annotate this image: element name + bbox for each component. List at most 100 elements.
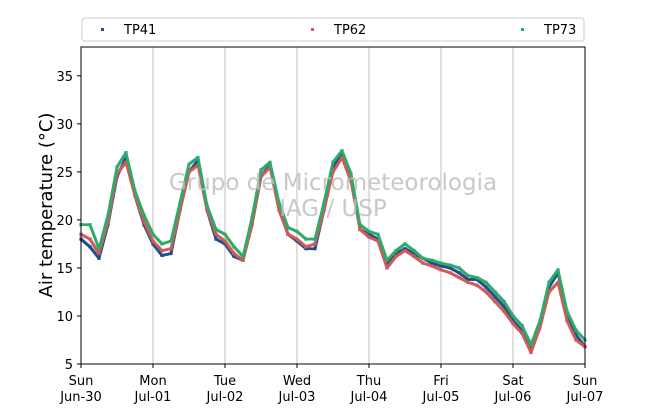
- data-point: [529, 343, 533, 347]
- data-point: [250, 216, 254, 220]
- data-point: [151, 232, 155, 236]
- data-point: [277, 201, 281, 205]
- data-point: [448, 263, 452, 267]
- y-tick-label: 20: [56, 214, 73, 229]
- x-tick-label-day: Sat: [502, 374, 523, 389]
- x-tick-label-date: Jul-01: [134, 390, 172, 405]
- data-point: [196, 163, 200, 167]
- data-point: [367, 229, 371, 234]
- x-tick-label-date: Jun-30: [59, 390, 102, 405]
- data-point: [223, 242, 227, 246]
- data-point: [403, 249, 407, 253]
- data-point: [502, 304, 506, 308]
- data-point: [457, 275, 461, 280]
- data-point: [169, 251, 173, 256]
- data-point: [493, 290, 497, 294]
- data-point: [160, 242, 164, 246]
- data-point: [106, 213, 110, 217]
- data-point: [493, 295, 497, 299]
- data-point: [205, 208, 209, 212]
- data-point: [376, 237, 380, 241]
- y-tick-label: 35: [56, 70, 73, 85]
- x-tick-label-day: Sun: [69, 374, 94, 389]
- data-point: [214, 227, 218, 232]
- data-point: [286, 232, 290, 236]
- data-point: [502, 299, 506, 304]
- data-point: [439, 268, 443, 272]
- data-point: [88, 237, 92, 241]
- x-tick-label-day: Wed: [283, 374, 311, 389]
- legend-marker-tp62: [311, 28, 314, 31]
- y-axis-title: Air temperature (°C): [36, 113, 57, 298]
- data-point: [466, 277, 470, 282]
- data-point: [421, 256, 425, 260]
- data-point: [340, 149, 344, 153]
- data-point: [304, 237, 308, 241]
- data-point: [97, 247, 101, 251]
- data-point: [97, 256, 101, 260]
- data-point: [331, 170, 335, 174]
- data-point: [142, 220, 146, 224]
- data-point: [358, 227, 362, 232]
- data-point: [475, 283, 479, 287]
- data-point: [457, 266, 461, 270]
- data-point: [439, 264, 443, 268]
- data-point: [376, 232, 380, 236]
- data-point: [214, 237, 218, 241]
- data-point: [196, 155, 200, 160]
- data-point: [439, 261, 443, 265]
- data-point: [124, 160, 128, 164]
- legend-box: [81, 17, 585, 42]
- watermark: Grupo de Micrometeorologia IAG / USP: [169, 170, 497, 222]
- x-tick-label-date: Jul-06: [494, 390, 532, 405]
- data-point: [394, 251, 398, 256]
- data-point: [511, 314, 515, 318]
- data-point: [520, 331, 524, 335]
- x-tick-label-day: Thu: [356, 374, 381, 389]
- data-point: [187, 162, 191, 166]
- x-tick-label-date: Jul-04: [350, 390, 388, 405]
- data-point: [412, 249, 416, 253]
- legend-label-tp73: TP73: [543, 23, 576, 38]
- data-point: [241, 254, 245, 259]
- data-point: [394, 254, 398, 259]
- data-point: [358, 223, 362, 227]
- data-point: [529, 350, 533, 355]
- data-point: [331, 160, 335, 164]
- data-point: [259, 168, 263, 172]
- data-point: [268, 160, 272, 164]
- data-point: [133, 194, 137, 198]
- y-tick-label: 5: [65, 358, 73, 373]
- data-point: [412, 251, 416, 256]
- x-tick-label-day: Tue: [213, 374, 236, 389]
- data-point: [511, 319, 515, 323]
- data-point: [97, 251, 101, 256]
- data-point: [187, 170, 191, 174]
- data-point: [340, 155, 344, 160]
- data-point: [421, 261, 425, 265]
- data-point: [169, 247, 173, 251]
- data-point: [520, 328, 524, 332]
- data-point: [205, 203, 209, 208]
- data-point: [394, 249, 398, 253]
- x-tick-label-date: Jul-02: [206, 390, 244, 405]
- data-point: [313, 237, 317, 241]
- data-point: [520, 323, 524, 328]
- data-point: [493, 299, 497, 304]
- data-point: [430, 258, 434, 262]
- data-point: [448, 266, 452, 270]
- data-point: [349, 172, 353, 176]
- data-point: [322, 208, 326, 212]
- data-point: [88, 245, 92, 249]
- data-point: [367, 235, 371, 239]
- data-point: [322, 201, 326, 205]
- x-tick-label-day: Sun: [573, 374, 598, 389]
- data-point: [556, 280, 560, 284]
- data-point: [385, 261, 389, 265]
- data-point: [367, 232, 371, 236]
- data-point: [133, 189, 137, 193]
- data-point: [511, 322, 515, 326]
- data-point: [574, 333, 578, 337]
- data-point: [547, 280, 551, 284]
- watermark-line-2: IAG / USP: [279, 196, 387, 222]
